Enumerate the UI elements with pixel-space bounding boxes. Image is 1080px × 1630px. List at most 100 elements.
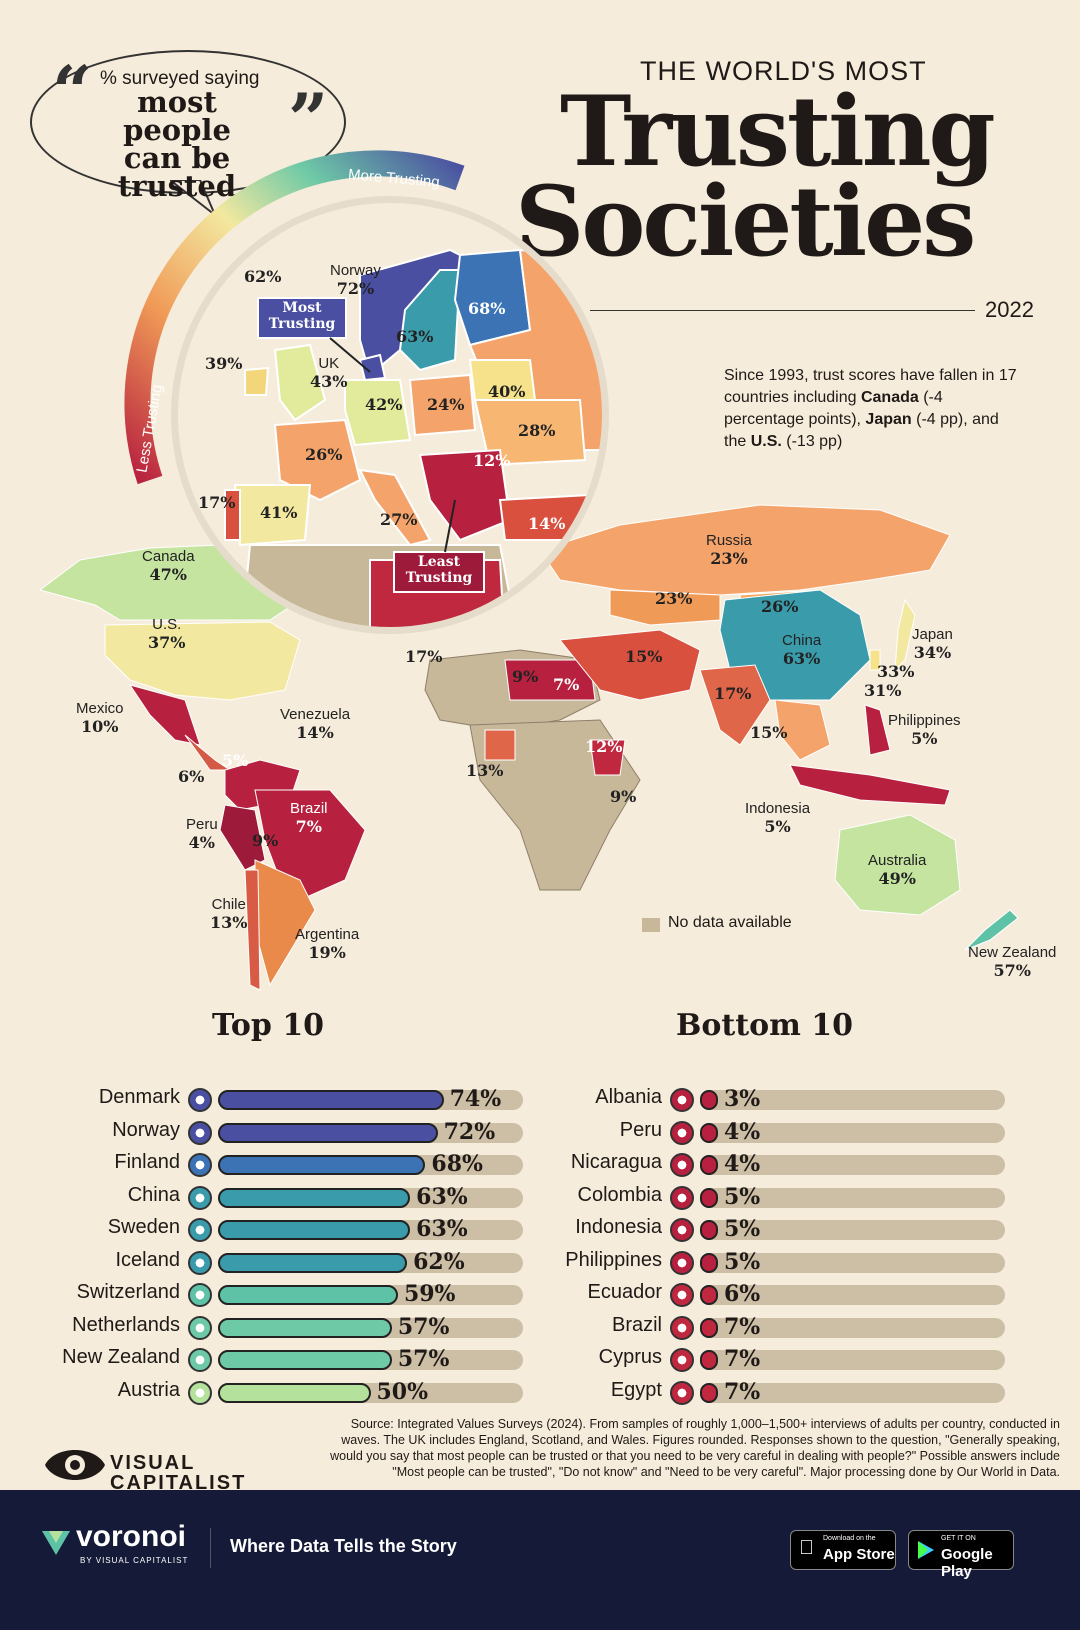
bar-value-label: 57% (397, 1346, 450, 1372)
bar-fill (218, 1350, 392, 1370)
map-label-value: 14% (528, 514, 566, 533)
map-label-value: 15% (625, 647, 663, 666)
note-text-3: (-4 pp), and the (724, 411, 999, 450)
note-us: U.S. (750, 433, 782, 450)
bar-value-label: 5% (724, 1216, 761, 1242)
no-data-legend: No data available (668, 914, 792, 931)
map-label: 23% (655, 590, 692, 608)
flag-icon (670, 1315, 694, 1340)
map-label: Peru 4% (186, 816, 218, 852)
bubble-headline-line2: can be trusted (117, 141, 237, 203)
map-label-value: 15% (750, 723, 788, 742)
bar-country-label: Sweden (107, 1216, 180, 1238)
bar-fill (218, 1122, 438, 1143)
map-label-value: 7% (295, 817, 322, 836)
map-label-value: 41% (260, 503, 298, 522)
map-italy (358, 468, 432, 547)
map-label: 41% (260, 504, 297, 522)
map-label-name: Philippines (888, 712, 961, 729)
map-label-name: U.S. (152, 616, 182, 633)
map-korea (869, 649, 881, 671)
bar-fill (700, 1187, 718, 1208)
bar-country-label: Denmark (98, 1086, 180, 1108)
least-trusting-label: Least Trusting (405, 554, 473, 586)
source-note: Source: Integrated Values Surveys (2024)… (330, 1417, 1060, 1479)
map-label: 62% (244, 268, 281, 286)
world-map (38, 150, 1019, 991)
map-label: 17% (714, 685, 751, 703)
bar-value-label: 63% (416, 1216, 468, 1242)
bar-fill (218, 1317, 392, 1338)
flag-icon (188, 1153, 212, 1177)
map-label: 68% (468, 300, 505, 318)
map-label-value: 9% (252, 831, 279, 850)
flag-icon (670, 1283, 694, 1307)
map-label-value: 62% (244, 267, 282, 286)
flag-icon (670, 1153, 694, 1177)
bar-country-label: China (127, 1183, 180, 1206)
map-label: 31% (864, 682, 901, 700)
map-poland (408, 373, 477, 437)
map-label-value: 57% (993, 961, 1031, 980)
app-store-button[interactable]:  Download on the App Store (790, 1530, 896, 1570)
map-label-value: 12% (473, 451, 511, 470)
bar-country-label: Ecuador (587, 1281, 663, 1303)
visual-capitalist-logo-icon (45, 1450, 105, 1480)
map-label-value: 5% (764, 817, 791, 836)
map-denmark (358, 353, 387, 382)
bar-value-label: 59% (403, 1281, 456, 1307)
map-label-value: 40% (488, 382, 526, 401)
map-sweden (398, 269, 462, 372)
bar-fill (218, 1090, 444, 1110)
map-label-value: 23% (655, 589, 693, 608)
map-label: 6% (178, 768, 204, 786)
map-label-value: 19% (308, 943, 346, 962)
note-text-1: Since 1993, trust scores have fallen in … (724, 367, 1017, 406)
flag-icon (188, 1120, 212, 1145)
map-label-name: Chile (211, 896, 246, 913)
bar-fill (700, 1252, 718, 1273)
title-trusting: Trusting (560, 75, 996, 188)
top10-title: Top 10 (212, 1008, 325, 1043)
map-label-value: 12% (585, 737, 623, 756)
map-label-name: Russia (706, 532, 752, 549)
bar-value-label: 5% (724, 1248, 761, 1275)
map-nigeria (484, 729, 516, 761)
map-label-value: 14% (296, 723, 334, 742)
map-indonesia (789, 764, 951, 806)
google-play-button[interactable]: GET IT ON Google Play (908, 1530, 1014, 1580)
map-label-value: 13% (466, 761, 504, 780)
bar-country-label: Norway (112, 1118, 180, 1141)
map-label: 33% (877, 663, 914, 681)
map-germany (344, 379, 412, 447)
flag-icon (670, 1185, 694, 1210)
map-label-value: 43% (310, 372, 348, 391)
map-label-value: 4% (188, 833, 216, 852)
map-russia (539, 504, 951, 596)
map-label-value: 68% (468, 299, 506, 318)
flag-icon (670, 1250, 694, 1275)
map-balkans (418, 448, 512, 542)
trust-scale-arc (124, 150, 465, 485)
bar-country-label: Iceland (115, 1248, 181, 1271)
bar-value-label: 7% (724, 1346, 761, 1372)
map-japan (894, 598, 916, 672)
bar-value-label: 62% (413, 1248, 465, 1275)
no-data-swatch (642, 918, 660, 932)
voronoi-sub: BY VISUAL CAPITALIST (80, 1556, 189, 1565)
map-label: New Zealand 57% (968, 944, 1056, 980)
open-quote-icon: “ (52, 50, 93, 133)
map-label-value: 17% (405, 647, 443, 666)
bar-fill (218, 1187, 411, 1208)
bar-value-label: 72% (443, 1118, 496, 1145)
bar-track (700, 1252, 1005, 1273)
flag-icon (188, 1283, 212, 1307)
map-label-value: 23% (710, 549, 748, 568)
map-label-name: Brazil (290, 800, 328, 817)
bar-track (700, 1317, 1005, 1338)
map-finland (453, 248, 532, 347)
bar-value-label: 3% (724, 1086, 761, 1112)
bar-fill (218, 1382, 371, 1403)
map-label-name: Indonesia (745, 800, 811, 817)
map-label: 13% (466, 762, 503, 780)
